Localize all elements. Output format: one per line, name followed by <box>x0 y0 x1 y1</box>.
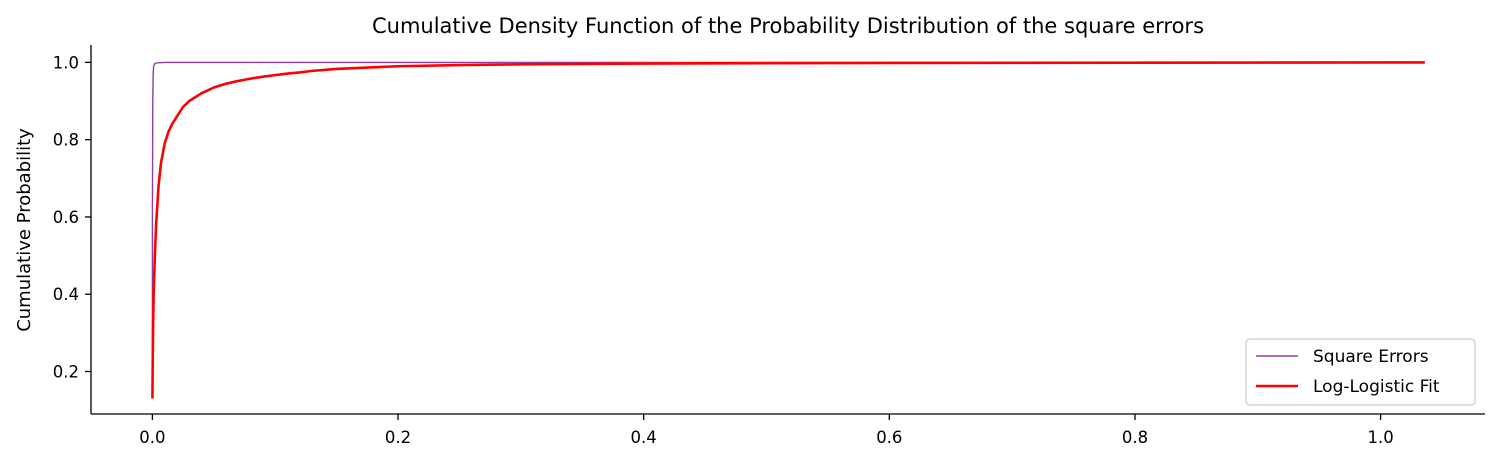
x-tick-label: 0.0 <box>139 428 165 447</box>
y-tick-label: 0.6 <box>53 208 79 227</box>
legend-frame <box>1245 338 1476 406</box>
series-line-square-errors <box>151 61 1425 395</box>
legend: Square Errors Log-Logistic Fit <box>1245 338 1476 406</box>
y-axis-label: Cumulative Probability <box>14 128 35 332</box>
y-tick-label: 1.0 <box>53 53 79 72</box>
x-tick-label: 0.8 <box>1122 428 1148 447</box>
x-tick-label: 1.0 <box>1367 428 1393 447</box>
series-line-log-logistic-fit <box>151 61 1425 399</box>
y-tick-label: 0.4 <box>53 285 79 304</box>
x-tick-label: 0.2 <box>385 428 411 447</box>
y-tick-label: 0.2 <box>53 362 79 381</box>
legend-label: Square Errors <box>1313 347 1429 367</box>
chart-title: Cumulative Density Function of the Proba… <box>372 14 1204 38</box>
x-tick-label: 0.4 <box>631 428 657 447</box>
x-tick-label: 0.6 <box>876 428 902 447</box>
legend-label: Log-Logistic Fit <box>1313 377 1440 397</box>
y-tick-label: 0.8 <box>53 131 79 150</box>
series-layer <box>151 61 1425 399</box>
x-axis-ticks: 0.0 0.2 0.4 0.6 0.8 1.0 <box>139 414 1394 447</box>
y-axis-ticks: 0.2 0.4 0.6 0.8 1.0 <box>53 53 91 381</box>
